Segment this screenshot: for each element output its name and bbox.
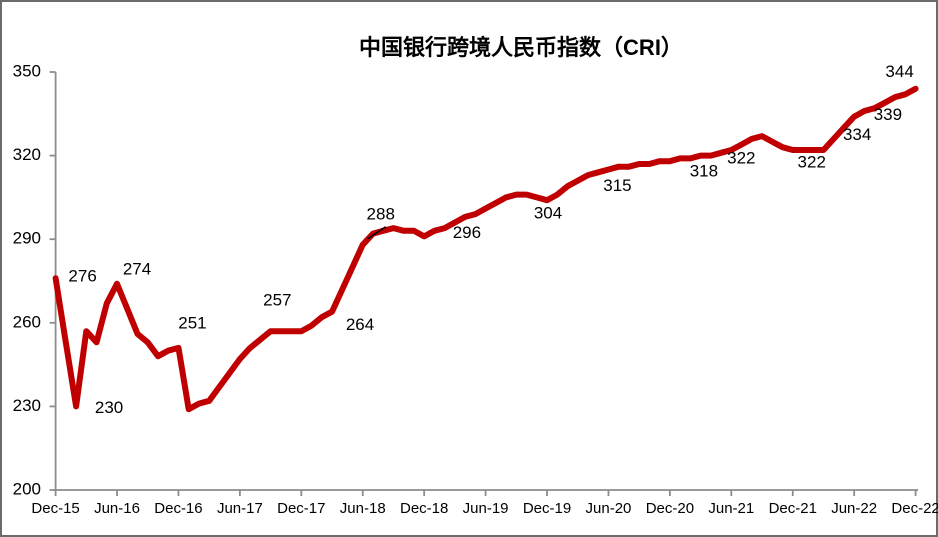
y-tick-label: 350 (13, 61, 41, 80)
x-tick-label: Dec-18 (400, 500, 448, 517)
data-label-leader-line (367, 226, 387, 240)
x-tick-label: Dec-21 (769, 500, 817, 517)
data-label: 315 (603, 176, 631, 195)
y-tick-label: 290 (13, 229, 41, 248)
series-layer (52, 85, 919, 413)
x-tick-label: Jun-19 (463, 500, 509, 517)
data-label: 296 (453, 223, 481, 242)
data-label: 251 (178, 313, 206, 332)
x-tick-label: Dec-16 (154, 500, 202, 517)
x-tick-label: Jun-21 (708, 500, 754, 517)
x-tick-label: Jun-17 (217, 500, 263, 517)
x-tick-label: Jun-22 (831, 500, 877, 517)
x-tick-label: Jun-18 (340, 500, 386, 517)
data-label: 276 (68, 267, 96, 286)
data-label: 322 (727, 149, 755, 168)
data-label: 304 (534, 204, 562, 223)
y-tick-label: 200 (13, 479, 41, 498)
data-label: 274 (123, 259, 151, 278)
data-label: 264 (346, 315, 374, 334)
x-tick-label: Jun-20 (586, 500, 632, 517)
x-tick-label: Dec-17 (277, 500, 325, 517)
data-label: 288 (367, 204, 395, 223)
y-tick-label: 230 (13, 396, 41, 415)
y-tick-label: 260 (13, 312, 41, 331)
cri-series-line (52, 85, 919, 413)
data-label: 322 (798, 153, 826, 172)
y-tick-label: 320 (13, 145, 41, 164)
x-tick-label: Dec-22 (891, 500, 938, 517)
data-label: 318 (690, 162, 718, 181)
data-label: 257 (263, 291, 291, 310)
data-labels-layer: 276 230 274 251 257 264 288 296 304 315 318 322 322 3… (68, 62, 913, 417)
data-label: 230 (95, 398, 123, 417)
x-tick-label: Dec-20 (646, 500, 694, 517)
axes-layer: 350 320 290 260 230 200 Dec-15 Jun-16 Dec-16 Jun-… (13, 61, 938, 516)
x-tick-label: Dec-19 (523, 500, 571, 517)
x-tick-label: Jun-16 (94, 500, 140, 517)
chart-title: 中国银行跨境人民币指数（CRI） (359, 35, 683, 60)
data-label: 339 (874, 105, 902, 124)
x-tick-label: Dec-15 (31, 500, 79, 517)
data-label: 334 (843, 125, 871, 144)
data-label: 344 (885, 62, 913, 81)
